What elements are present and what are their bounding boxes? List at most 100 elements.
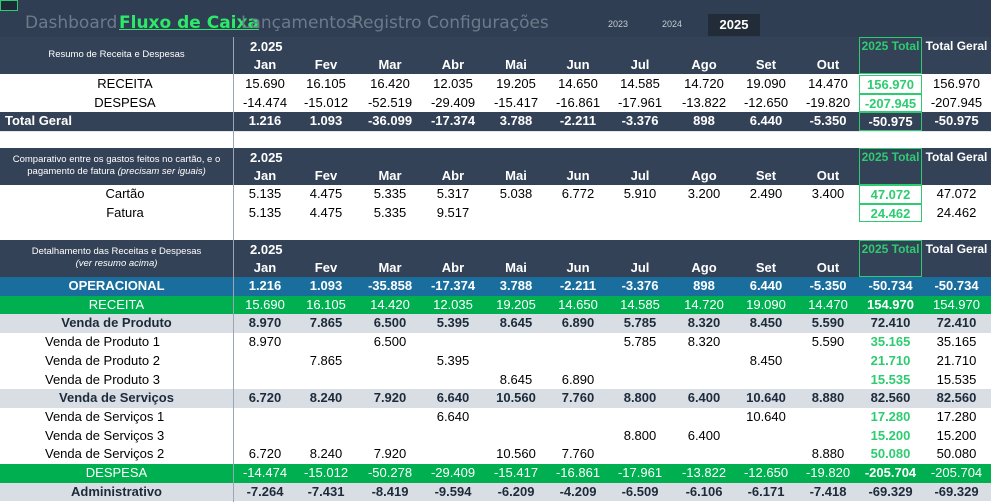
value-cell[interactable] [547, 352, 609, 371]
value-cell[interactable]: -7.431 [307, 483, 345, 499]
value-cell[interactable] [547, 408, 609, 427]
value-cell[interactable] [547, 204, 609, 223]
value-cell[interactable] [609, 352, 671, 371]
value-cell[interactable]: -35.858 [367, 278, 413, 293]
total-2025-cell[interactable]: 24.462 [859, 203, 922, 223]
total-2025-cell[interactable]: 72.410 [870, 315, 911, 331]
value-cell[interactable] [797, 427, 859, 446]
value-cell[interactable]: 2.490 [749, 186, 783, 201]
value-cell[interactable] [234, 371, 296, 390]
value-cell[interactable]: 12.035 [433, 296, 473, 312]
total-2025-cell[interactable]: 154.970 [867, 296, 914, 312]
value-cell[interactable]: 8.240 [309, 390, 343, 406]
value-cell[interactable]: 16.105 [306, 296, 346, 312]
total-2025-cell[interactable]: -205.704 [864, 465, 917, 480]
value-cell[interactable]: 3.788 [499, 113, 533, 129]
value-cell[interactable] [673, 445, 735, 464]
value-cell[interactable]: 6.640 [436, 408, 470, 424]
total-2025-cell[interactable]: 82.560 [870, 390, 911, 406]
total-2025-cell[interactable]: 50.080 [870, 446, 911, 462]
value-cell[interactable]: -17.961 [617, 465, 663, 480]
value-cell[interactable] [485, 427, 547, 446]
value-cell[interactable] [797, 352, 859, 371]
value-cell[interactable]: -6.209 [497, 483, 535, 499]
grand-total-cell[interactable]: 35.165 [936, 334, 977, 350]
value-cell[interactable]: 6.440 [749, 113, 783, 129]
value-cell[interactable]: -6.106 [685, 483, 723, 499]
value-cell[interactable]: -50.278 [367, 465, 413, 480]
value-cell[interactable]: 6.772 [561, 186, 595, 201]
grand-total-cell[interactable]: 24.462 [936, 204, 977, 220]
value-cell[interactable] [422, 333, 484, 352]
value-cell[interactable]: 3.400 [811, 186, 845, 201]
grand-total-cell[interactable]: 17.280 [936, 408, 977, 424]
value-cell[interactable] [609, 204, 671, 223]
value-cell[interactable]: 5.910 [623, 186, 657, 201]
value-cell[interactable]: -16.861 [555, 465, 601, 480]
value-cell[interactable] [547, 333, 609, 352]
value-cell[interactable]: 8.800 [623, 427, 657, 443]
grand-total-cell[interactable]: 47.072 [936, 186, 977, 201]
value-cell[interactable]: 6.440 [749, 278, 783, 293]
value-cell[interactable] [359, 408, 421, 427]
value-cell[interactable]: 7.760 [561, 390, 595, 406]
value-cell[interactable] [735, 333, 797, 352]
grand-total-cell[interactable]: -205.704 [930, 465, 983, 480]
value-cell[interactable]: 5.038 [499, 186, 533, 201]
total-2025-cell[interactable]: -69.329 [868, 483, 913, 499]
value-cell[interactable]: 3.200 [687, 186, 721, 201]
value-cell[interactable]: 16.105 [306, 76, 346, 91]
tab-configuracoes[interactable]: Configurações [427, 13, 549, 33]
value-cell[interactable] [234, 408, 296, 427]
value-cell[interactable]: -12.650 [743, 94, 789, 110]
value-cell[interactable]: -13.822 [681, 94, 727, 110]
total-2025-cell[interactable]: -207.945 [859, 93, 922, 113]
value-cell[interactable]: 6.720 [248, 446, 282, 462]
value-cell[interactable]: 8.450 [749, 352, 783, 368]
value-cell[interactable] [547, 427, 609, 446]
value-cell[interactable]: 14.585 [620, 76, 660, 91]
value-cell[interactable]: 8.240 [309, 446, 343, 462]
value-cell[interactable]: -29.409 [430, 94, 476, 110]
value-cell[interactable]: 5.395 [436, 315, 470, 331]
value-cell[interactable] [295, 333, 357, 352]
value-cell[interactable]: 898 [693, 278, 715, 293]
value-cell[interactable]: -3.376 [621, 113, 659, 129]
total-2025-cell[interactable]: -50.975 [859, 112, 922, 132]
value-cell[interactable]: 14.650 [558, 76, 598, 91]
value-cell[interactable]: 5.785 [623, 334, 657, 350]
value-cell[interactable]: 8.970 [248, 315, 282, 331]
value-cell[interactable] [295, 408, 357, 427]
value-cell[interactable]: -15.417 [493, 465, 539, 480]
value-cell[interactable]: -29.409 [430, 465, 476, 480]
value-cell[interactable] [735, 371, 797, 390]
value-cell[interactable]: -17.374 [430, 278, 476, 293]
value-cell[interactable] [422, 371, 484, 390]
value-cell[interactable]: 19.205 [496, 76, 536, 91]
value-cell[interactable] [485, 408, 547, 427]
value-cell[interactable]: 5.135 [248, 204, 282, 220]
value-cell[interactable]: 5.335 [373, 186, 407, 201]
value-cell[interactable] [735, 204, 797, 223]
value-cell[interactable]: 19.090 [746, 296, 786, 312]
tab-registro[interactable]: Registro [352, 13, 422, 33]
value-cell[interactable]: -13.822 [681, 465, 727, 480]
grand-total-cell[interactable]: 15.200 [936, 427, 977, 443]
total-2025-cell[interactable]: 21.710 [870, 352, 911, 368]
value-cell[interactable]: -5.350 [809, 113, 847, 129]
value-cell[interactable]: -17.374 [430, 113, 476, 129]
value-cell[interactable] [422, 445, 484, 464]
total-2025-cell[interactable]: 17.280 [870, 408, 911, 424]
value-cell[interactable]: 19.205 [496, 296, 536, 312]
value-cell[interactable]: 5.785 [623, 315, 657, 331]
value-cell[interactable] [609, 371, 671, 390]
grand-total-cell[interactable]: -50.734 [934, 278, 979, 293]
grand-total-cell[interactable]: 82.560 [936, 390, 977, 406]
value-cell[interactable]: 8.880 [811, 390, 845, 406]
select-all-corner[interactable] [0, 0, 18, 11]
value-cell[interactable]: -15.417 [493, 94, 539, 110]
value-cell[interactable]: 7.920 [373, 446, 407, 462]
value-cell[interactable]: 6.890 [561, 315, 595, 331]
value-cell[interactable]: -14.474 [242, 94, 288, 110]
grand-total-cell[interactable]: 50.080 [936, 446, 977, 462]
